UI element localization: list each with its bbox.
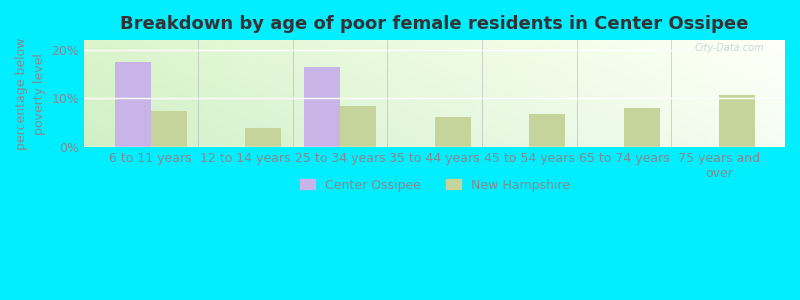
Bar	[246, 128, 282, 147]
Bar	[530, 114, 566, 147]
Bar	[150, 111, 186, 147]
Bar	[718, 94, 754, 147]
Text: City-Data.com: City-Data.com	[694, 43, 764, 53]
Bar	[624, 108, 660, 147]
Bar	[340, 106, 376, 147]
Title: Breakdown by age of poor female residents in Center Ossipee: Breakdown by age of poor female resident…	[121, 15, 749, 33]
Bar	[114, 62, 150, 147]
Bar	[304, 67, 340, 147]
Legend: Center Ossipee, New Hampshire: Center Ossipee, New Hampshire	[294, 173, 574, 196]
Bar	[434, 117, 470, 147]
Y-axis label: percentage below
poverty level: percentage below poverty level	[15, 38, 46, 150]
